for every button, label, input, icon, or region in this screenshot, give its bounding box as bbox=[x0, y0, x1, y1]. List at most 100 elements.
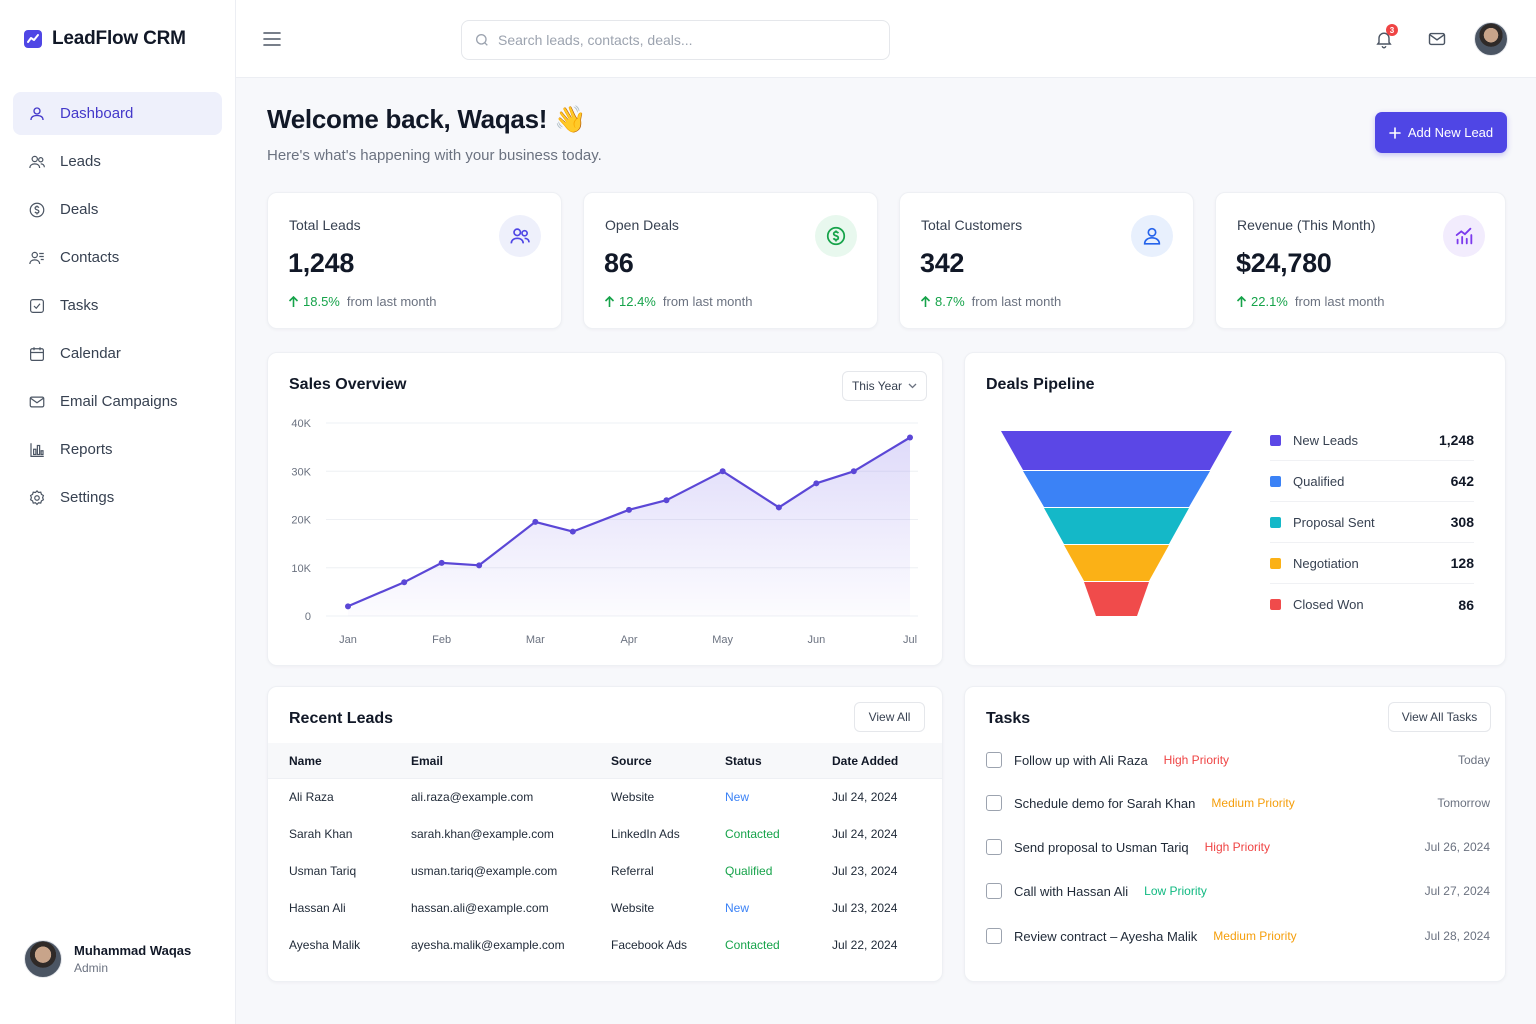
legend-item: New Leads 1,248 bbox=[1270, 420, 1474, 461]
lead-date: Jul 23, 2024 bbox=[832, 901, 898, 915]
column-header[interactable]: Date Added bbox=[832, 754, 899, 768]
search-input[interactable] bbox=[498, 32, 878, 48]
task-checkbox[interactable] bbox=[986, 928, 1002, 944]
data-point[interactable] bbox=[775, 504, 782, 511]
legend-value: 642 bbox=[1450, 473, 1474, 489]
y-tick-label: 30K bbox=[291, 466, 311, 478]
view-all-leads-button[interactable]: View All bbox=[854, 702, 925, 732]
column-header[interactable]: Status bbox=[725, 754, 762, 768]
tasks-title: Tasks bbox=[986, 710, 1031, 727]
table-row[interactable]: Sarah Khan sarah.khan@example.com Linked… bbox=[268, 817, 942, 854]
stat-suffix: from last month bbox=[662, 294, 753, 309]
range-select[interactable]: This Year bbox=[842, 371, 927, 401]
task-checkbox[interactable] bbox=[986, 795, 1002, 811]
y-tick-label: 40K bbox=[291, 418, 311, 430]
column-header[interactable]: Email bbox=[411, 754, 444, 768]
stat-label: Total Customers bbox=[921, 217, 1023, 233]
user-profile[interactable]: Muhammad Waqas Admin bbox=[24, 940, 191, 978]
legend-value: 1,248 bbox=[1438, 432, 1474, 448]
sidebar-item-contacts[interactable]: Contacts bbox=[13, 236, 222, 279]
table-row[interactable]: Hassan Ali hassan.ali@example.com Websit… bbox=[268, 891, 942, 928]
arrow-up-icon bbox=[604, 295, 615, 307]
task-checkbox[interactable] bbox=[986, 752, 1002, 768]
sidebar-item-label: Tasks bbox=[60, 297, 99, 314]
menu-button[interactable] bbox=[263, 31, 281, 52]
x-tick-label: Jun bbox=[807, 634, 825, 646]
legend-value: 308 bbox=[1450, 514, 1474, 530]
data-point[interactable] bbox=[345, 603, 351, 610]
users-icon bbox=[29, 155, 45, 168]
add-new-lead-button[interactable]: Add New Lead bbox=[1375, 112, 1507, 153]
data-point[interactable] bbox=[850, 468, 857, 475]
profile-avatar[interactable] bbox=[1474, 22, 1508, 56]
stat-value: 1,248 bbox=[288, 248, 355, 278]
sidebar-item-settings[interactable]: Settings bbox=[13, 476, 222, 519]
legend-item: Negotiation 128 bbox=[1270, 543, 1474, 584]
deals-pipeline-card: Deals Pipeline New Leads 1,248 Qualified… bbox=[964, 352, 1506, 666]
table-row[interactable]: Ayesha Malik ayesha.malik@example.com Fa… bbox=[268, 928, 942, 965]
task-checkbox[interactable] bbox=[986, 839, 1002, 855]
sidebar-item-deals[interactable]: Deals bbox=[13, 188, 222, 231]
user-role: Admin bbox=[74, 961, 109, 975]
stat-change: 12.4% bbox=[619, 294, 656, 309]
notifications-button[interactable]: 3 bbox=[1367, 22, 1401, 56]
sidebar-item-reports[interactable]: Reports bbox=[13, 428, 222, 471]
sidebar-item-label: Dashboard bbox=[60, 105, 134, 122]
messages-button[interactable] bbox=[1420, 22, 1454, 56]
task-title: Call with Hassan Ali bbox=[1014, 883, 1129, 899]
sidebar-item-dashboard[interactable]: Dashboard bbox=[13, 92, 222, 135]
data-point[interactable] bbox=[719, 468, 726, 475]
data-point[interactable] bbox=[907, 434, 913, 441]
sidebar-item-label: Settings bbox=[60, 489, 115, 506]
task-checkbox[interactable] bbox=[986, 883, 1002, 899]
view-all-tasks-button[interactable]: View All Tasks bbox=[1388, 702, 1491, 732]
task-item: Send proposal to Usman Tariq High Priori… bbox=[986, 832, 1490, 862]
lead-source: Facebook Ads bbox=[611, 938, 688, 952]
sidebar-item-calendar[interactable]: Calendar bbox=[13, 332, 222, 375]
welcome-section: Welcome back, Waqas! 👋 Here's what's hap… bbox=[267, 104, 602, 164]
user-name: Muhammad Waqas bbox=[74, 943, 192, 958]
task-title: Follow up with Ali Raza bbox=[1014, 752, 1148, 768]
data-point[interactable] bbox=[626, 506, 632, 513]
task-date: Jul 28, 2024 bbox=[1424, 929, 1490, 943]
lead-status: Contacted bbox=[725, 938, 780, 952]
pipeline-funnel bbox=[1001, 431, 1232, 616]
contacts-icon bbox=[29, 251, 44, 264]
lead-status: New bbox=[725, 790, 750, 804]
task-priority: High Priority bbox=[1204, 840, 1270, 854]
x-tick-label: Feb bbox=[432, 634, 451, 646]
sidebar-item-email-campaigns[interactable]: Email Campaigns bbox=[13, 380, 222, 423]
data-point[interactable] bbox=[438, 559, 445, 566]
calendar-icon bbox=[30, 346, 44, 361]
task-item: Call with Hassan Ali Low Priority Jul 27… bbox=[986, 876, 1490, 906]
brand[interactable]: LeadFlow CRM bbox=[24, 28, 186, 50]
stat-card-total-leads: Total Leads 1,248 18.5% from last month bbox=[267, 192, 562, 329]
table-row[interactable]: Usman Tariq usman.tariq@example.com Refe… bbox=[268, 854, 942, 891]
topbar-actions: 3 bbox=[1367, 22, 1508, 56]
sidebar-item-tasks[interactable]: Tasks bbox=[13, 284, 222, 327]
task-priority: Medium Priority bbox=[1211, 796, 1295, 810]
data-point[interactable] bbox=[401, 579, 408, 586]
column-header[interactable]: Source bbox=[611, 754, 652, 768]
lead-name: Hassan Ali bbox=[289, 901, 346, 915]
stat-label: Total Leads bbox=[289, 217, 361, 233]
chart-up-icon bbox=[1443, 215, 1485, 257]
data-point[interactable] bbox=[476, 562, 483, 569]
legend-item: Qualified 642 bbox=[1270, 461, 1474, 502]
lead-source: Referral bbox=[611, 864, 654, 878]
plus-icon bbox=[1389, 126, 1401, 139]
lead-email: usman.tariq@example.com bbox=[411, 864, 558, 878]
table-row[interactable]: Ali Raza ali.raza@example.com Website Ne… bbox=[268, 780, 942, 817]
column-header[interactable]: Name bbox=[289, 754, 322, 768]
search-box[interactable] bbox=[461, 20, 890, 60]
stat-value: 86 bbox=[604, 248, 634, 278]
data-point[interactable] bbox=[569, 528, 576, 535]
data-point[interactable] bbox=[532, 518, 539, 525]
legend-label: Qualified bbox=[1293, 473, 1345, 489]
data-point[interactable] bbox=[813, 480, 820, 487]
sidebar-item-leads[interactable]: Leads bbox=[13, 140, 222, 183]
mail-icon bbox=[1428, 32, 1446, 46]
lead-status: Qualified bbox=[725, 864, 773, 878]
data-point[interactable] bbox=[663, 497, 670, 504]
stat-trend: 22.1% from last month bbox=[1236, 294, 1384, 309]
